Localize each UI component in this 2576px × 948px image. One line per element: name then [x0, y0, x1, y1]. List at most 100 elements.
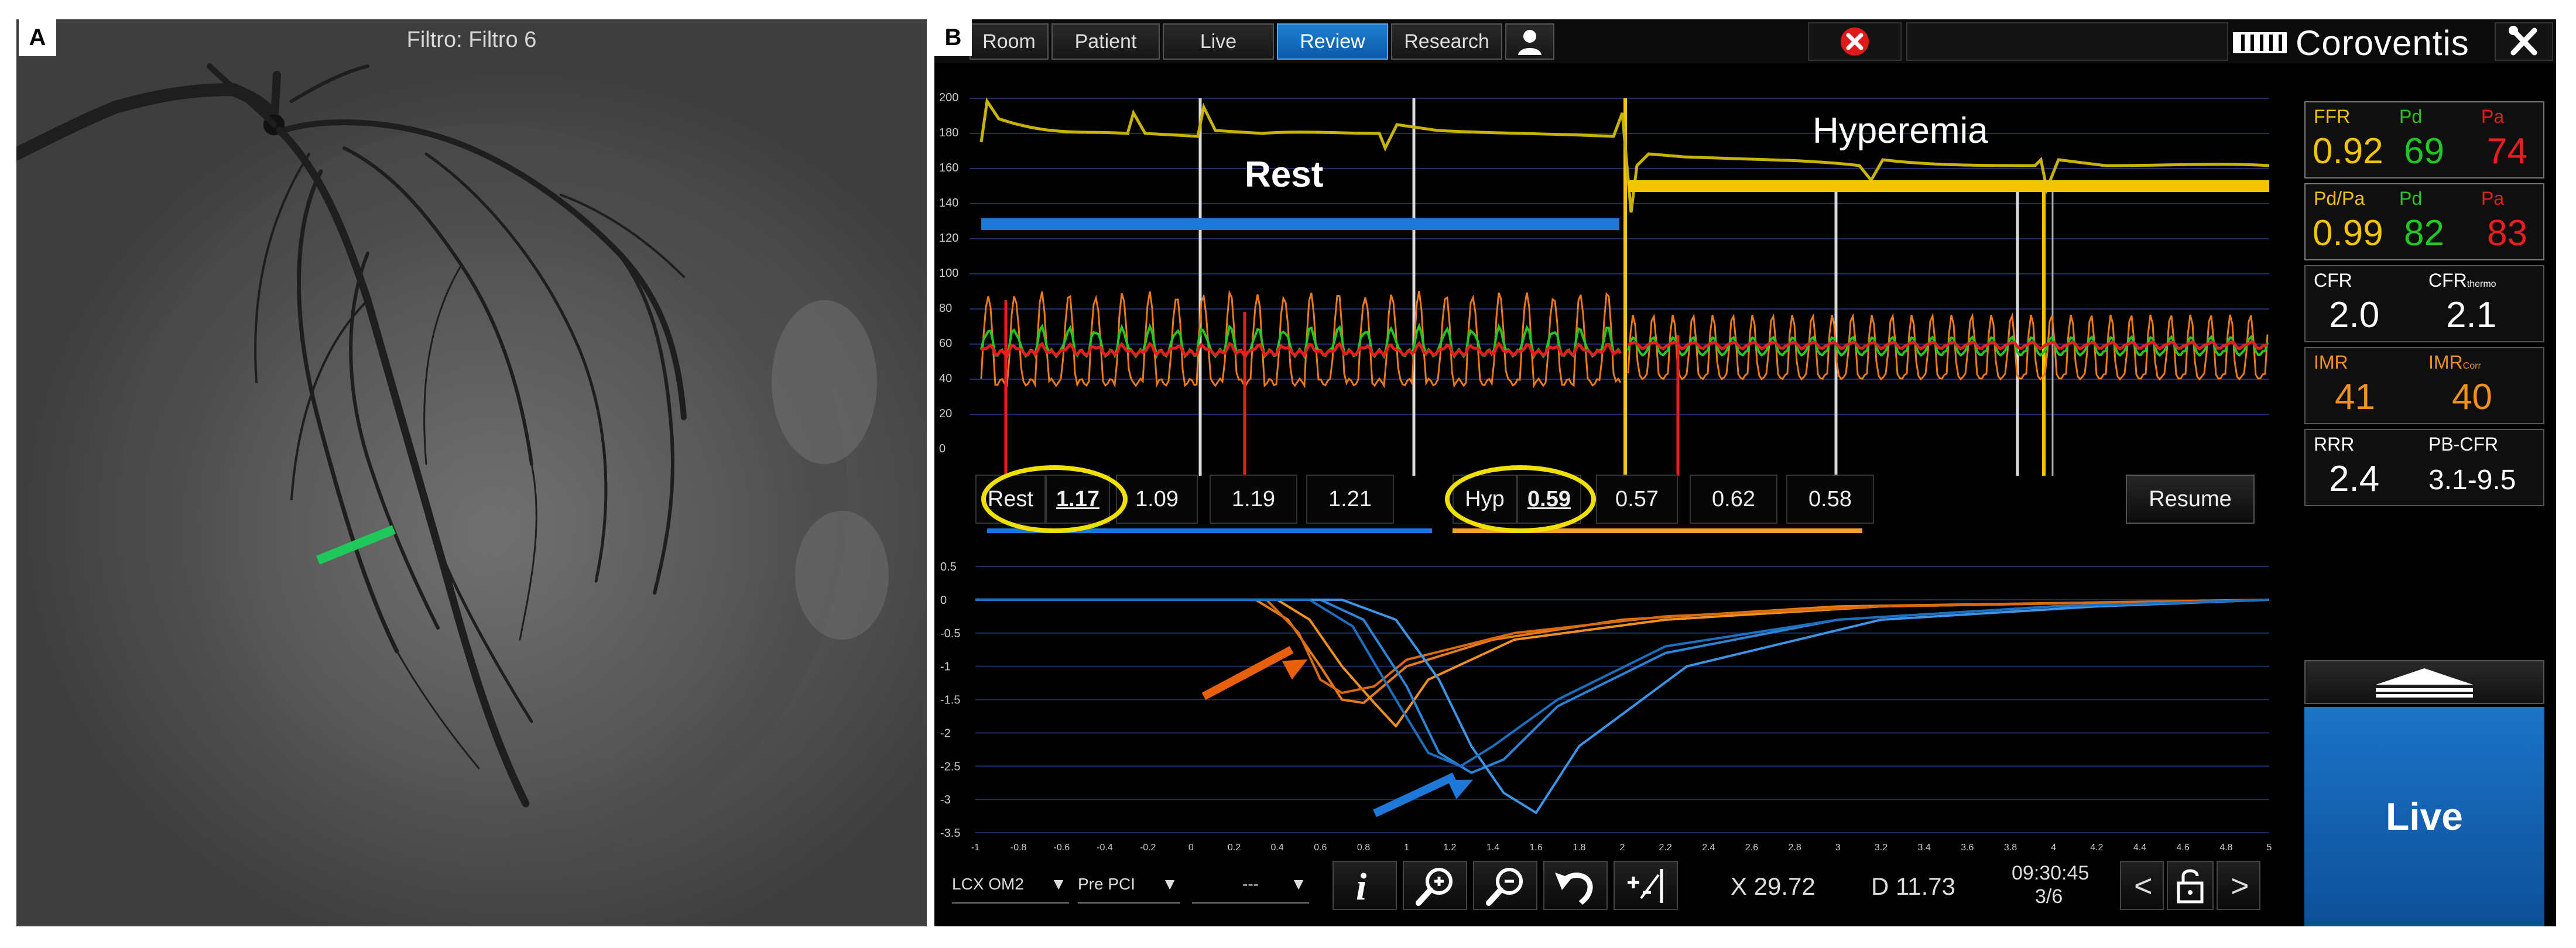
ffr-pd-label: Pd — [2399, 106, 2423, 127]
hyp-underline — [1453, 528, 1862, 533]
hyperemia-label: Hyperemia — [1813, 111, 1988, 151]
rest-highlight-ring — [981, 465, 1128, 533]
thermo-x-tick: -0.4 — [1097, 843, 1113, 853]
thermo-x-tick: -0.2 — [1140, 843, 1156, 853]
panel-a-letter: A — [19, 19, 56, 56]
cfr-value: 2.0 — [2329, 295, 2380, 335]
thermo-y-tick: -3.5 — [940, 827, 960, 840]
pressure-y-tick: 0 — [939, 442, 946, 455]
pressure-y-tick: 40 — [939, 372, 952, 385]
thermo-x-tick: 3 — [1835, 843, 1841, 853]
imr-corr-label: IMRCorr — [2428, 352, 2481, 373]
hyp-value-4[interactable]: 0.58 — [1786, 475, 1874, 524]
pdpa-pa-label: Pa — [2481, 188, 2505, 209]
rrr-box[interactable]: RRR PB-CFR 2.4 3.1-9.5 — [2304, 429, 2544, 506]
user-icon[interactable] — [1505, 23, 1554, 60]
settings-tools-icon[interactable] — [2495, 22, 2553, 61]
close-icon[interactable] — [1808, 22, 1902, 61]
pressure-y-tick: 200 — [939, 91, 958, 104]
thermo-x-tick: 2.6 — [1745, 843, 1758, 853]
rrr-label: RRR — [2314, 434, 2355, 455]
rest-underline — [987, 528, 1432, 533]
info-button[interactable]: i — [1332, 861, 1397, 910]
brand-logo: Coroventis — [2296, 23, 2469, 63]
filter-label: Filtro: Filtro 6 — [406, 28, 537, 52]
thermo-y-tick: -1 — [940, 661, 951, 674]
thermodilution-chart: 0.5 0 -0.5 -1 -1.5 -2 -2.5 -3 -3.5 -1 -0.8 -0.6 -0.4… — [934, 540, 2281, 859]
thermo-x-tick: 0 — [1188, 843, 1194, 853]
tab-room[interactable]: Room — [970, 23, 1049, 60]
expand-up-button[interactable] — [2304, 660, 2544, 704]
pdpa-pd-label: Pd — [2399, 188, 2423, 209]
time-readout: 09:30:45 — [2012, 862, 2089, 884]
lock-button[interactable] — [2167, 861, 2214, 910]
zoom-out-button[interactable] — [1473, 861, 1537, 910]
next-button[interactable]: > — [2217, 861, 2260, 910]
vessel-dropdown[interactable]: LCX OM2 ▼ — [952, 865, 1069, 904]
thermo-x-tick: 4.4 — [2133, 843, 2146, 853]
ffr-pa-value: 74 — [2487, 131, 2527, 171]
resume-button[interactable]: Resume — [2126, 475, 2255, 524]
thermo-x-tick: 3.2 — [1875, 843, 1888, 853]
imr-value: 41 — [2335, 377, 2375, 417]
cfr-thermo-value: 2.1 — [2446, 295, 2497, 335]
live-button[interactable]: Live — [2304, 707, 2544, 926]
zoom-in-button[interactable] — [1403, 861, 1467, 910]
tab-live[interactable]: Live — [1163, 23, 1274, 60]
stage-dropdown[interactable]: Pre PCI ▼ — [1078, 865, 1180, 904]
panel-b-letter: B — [934, 19, 972, 56]
thermo-curve-5 — [975, 598, 2270, 814]
pressure-y-tick: 80 — [939, 302, 952, 315]
thermo-x-tick: 1.2 — [1443, 843, 1456, 853]
side-panel: FFR Pd Pa 0.92 69 74 Pd/Pa Pd Pa 0.99 82… — [2298, 69, 2556, 926]
thermo-x-tick: 0.4 — [1271, 843, 1284, 853]
plus-minus-button[interactable] — [1614, 861, 1678, 910]
pdpa-box[interactable]: Pd/Pa Pd Pa 0.99 82 83 — [2304, 183, 2544, 260]
pdpa-value: 0.99 — [2313, 213, 2383, 253]
rest-value-4[interactable]: 1.21 — [1306, 475, 1394, 524]
plus-minus-icon — [1628, 869, 1663, 903]
undo-icon — [1555, 873, 1593, 905]
pressure-y-tick: 160 — [939, 162, 958, 174]
pressure-y-tick: 140 — [939, 197, 958, 209]
hyp-value-2[interactable]: 0.57 — [1596, 475, 1678, 524]
rest-label: Rest — [1245, 154, 1324, 195]
thermo-x-tick: -0.6 — [1054, 843, 1070, 853]
pbcfr-value: 3.1-9.5 — [2428, 465, 2516, 496]
prev-button[interactable]: < — [2120, 861, 2164, 910]
thermo-x-tick: 2.8 — [1789, 843, 1801, 853]
chevron-up-icon — [2376, 668, 2473, 698]
info-icon: i — [1356, 865, 1367, 908]
thermo-x-tick: 4 — [2051, 843, 2056, 853]
angiogram-panel: Filtro: Filtro 6 — [16, 19, 927, 926]
rest-value-3[interactable]: 1.19 — [1210, 475, 1297, 524]
rrr-value: 2.4 — [2329, 459, 2380, 499]
chevron-down-icon: ▼ — [1050, 875, 1067, 893]
tab-review[interactable]: Review — [1277, 23, 1388, 60]
ffr-box[interactable]: FFR Pd Pa 0.92 69 74 — [2304, 101, 2544, 178]
rest-value-2[interactable]: 1.09 — [1116, 475, 1198, 524]
hyp-value-3[interactable]: 0.62 — [1690, 475, 1777, 524]
thermo-curve-6 — [975, 598, 2270, 768]
thermo-y-tick: -0.5 — [940, 627, 960, 640]
thermo-y-tick: -2.5 — [940, 760, 960, 773]
imr-box[interactable]: IMR IMRCorr 41 40 — [2304, 347, 2544, 424]
thermo-x-tick: 1.8 — [1573, 843, 1585, 853]
tab-research[interactable]: Research — [1391, 23, 1502, 60]
cfr-label: CFR — [2314, 270, 2352, 291]
pdpa-pa-value: 83 — [2487, 213, 2527, 253]
thermo-x-tick: 1 — [1404, 843, 1409, 853]
third-dropdown[interactable]: --- ▼ — [1192, 865, 1309, 904]
tab-patient[interactable]: Patient — [1051, 23, 1160, 60]
undo-button[interactable] — [1543, 861, 1608, 910]
zoom-in-icon — [1416, 868, 1453, 906]
thermo-curve-3 — [975, 598, 2270, 695]
thermo-x-tick: -1 — [971, 843, 979, 853]
thermo-x-tick: -0.8 — [1010, 843, 1027, 853]
hyp-highlight-ring — [1445, 465, 1596, 533]
pdpa-label: Pd/Pa — [2314, 188, 2365, 209]
pressure-y-tick: 100 — [939, 267, 958, 280]
d-readout: D 11.73 — [1871, 873, 1955, 900]
cfr-box[interactable]: CFR CFRthermo 2.0 2.1 — [2304, 265, 2544, 342]
